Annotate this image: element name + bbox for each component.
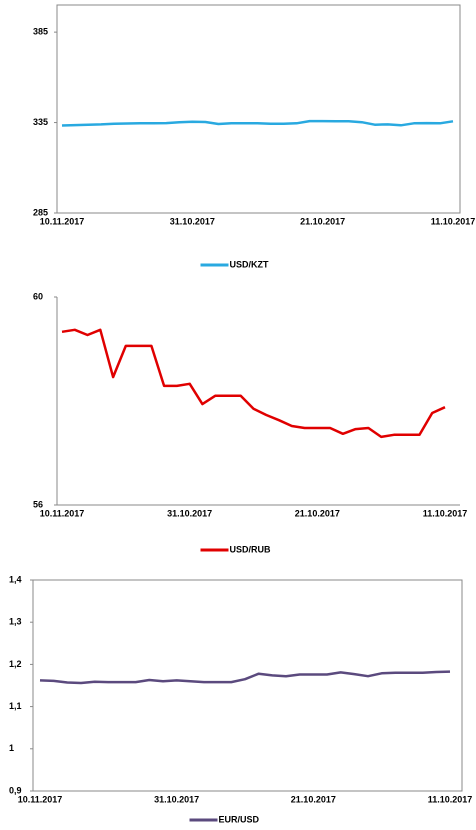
- x-tick-label: 11.10.2017: [428, 794, 473, 804]
- y-tick-label: 1,1: [9, 701, 22, 711]
- x-tick-label: 10.11.2017: [40, 508, 85, 518]
- y-tick-label: 56: [33, 499, 43, 509]
- data-line: [61, 119, 454, 127]
- legend-label: USD/KZT: [230, 259, 269, 269]
- y-tick-label: 1,4: [9, 574, 22, 584]
- y-tick-label: 1,3: [9, 617, 22, 627]
- x-tick-label: 21.10.2017: [291, 794, 336, 804]
- plot-frame: [32, 579, 463, 792]
- x-tick-label: 21.10.2017: [300, 216, 345, 226]
- y-tick-label: 285: [33, 207, 48, 217]
- x-tick-label: 31.10.2017: [154, 794, 199, 804]
- y-tick-label: 335: [33, 117, 48, 127]
- y-tick-label: 385: [33, 27, 48, 37]
- y-tick-label: 1,2: [9, 659, 22, 669]
- y-tick-label: 60: [33, 291, 43, 301]
- x-tick-label: 10.11.2017: [40, 216, 85, 226]
- legend-label: EUR/USD: [219, 814, 260, 824]
- y-tick-label: 1: [9, 743, 14, 753]
- x-tick-label: 11.10.2017: [431, 216, 476, 226]
- x-tick-label: 11.10.2017: [423, 508, 468, 518]
- data-line: [61, 328, 446, 439]
- x-tick-label: 21.10.2017: [295, 508, 340, 518]
- legend-label: USD/RUB: [230, 544, 272, 554]
- data-line: [39, 670, 451, 685]
- y-tick-label: 0,9: [9, 785, 22, 795]
- x-tick-label: 10.11.2017: [18, 794, 63, 804]
- plot-frame: [56, 4, 461, 214]
- x-tick-label: 31.10.2017: [167, 508, 212, 518]
- x-tick-label: 31.10.2017: [170, 216, 215, 226]
